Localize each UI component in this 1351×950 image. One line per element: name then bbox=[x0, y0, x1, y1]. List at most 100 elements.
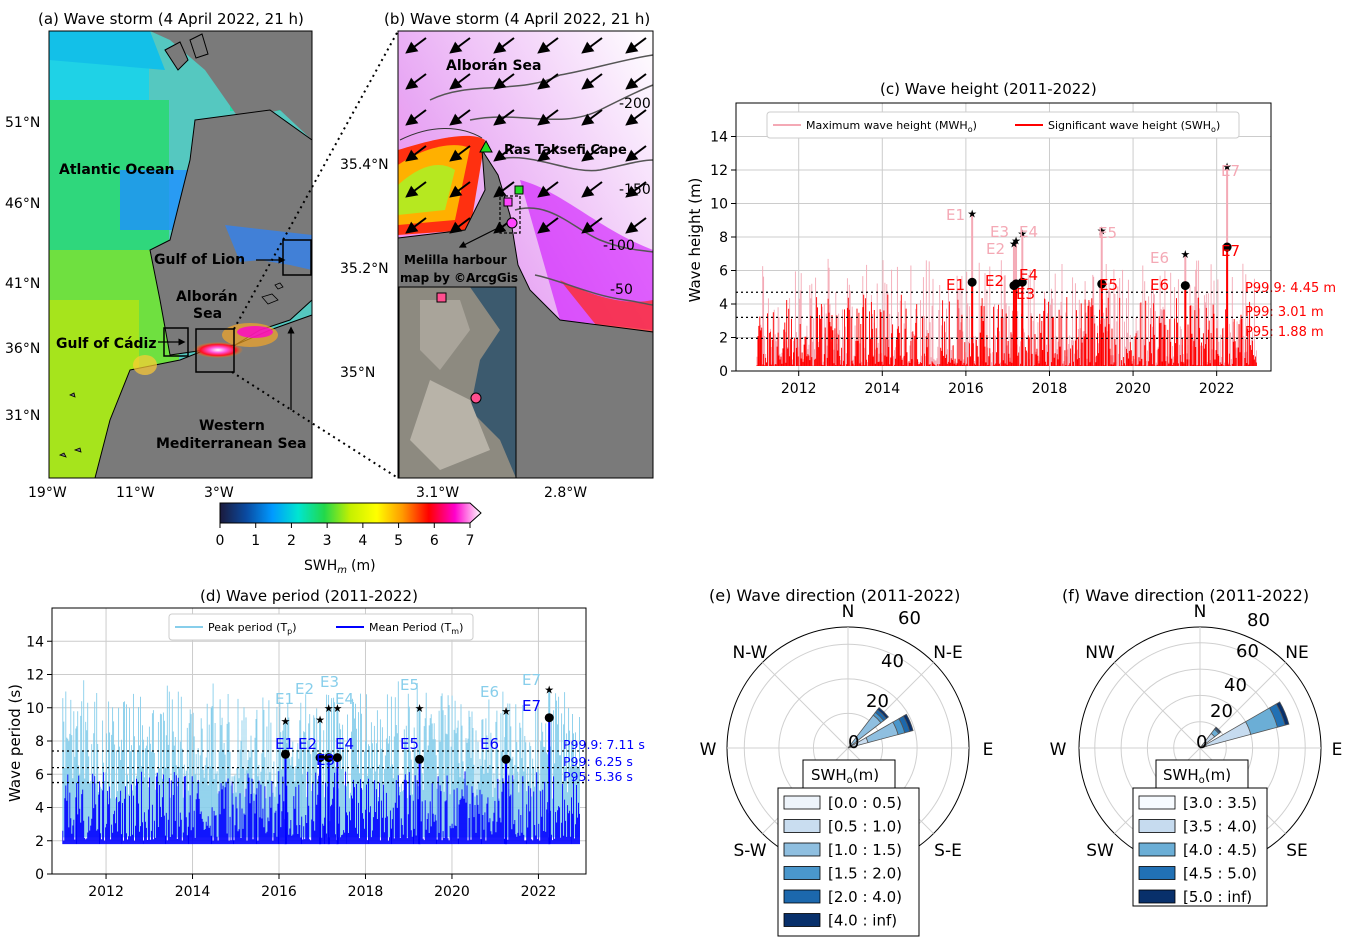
legend-label: [2.0 : 4.0) bbox=[828, 888, 902, 906]
event-dot bbox=[501, 754, 511, 764]
threshold-label: P99: 6.25 s bbox=[563, 754, 633, 769]
event-dot bbox=[280, 749, 290, 759]
legend-swatch bbox=[783, 913, 821, 927]
event-dot bbox=[315, 753, 325, 763]
map-b-lat-label: 35.2°N bbox=[340, 261, 389, 277]
x-tick-label: 2020 bbox=[1115, 381, 1151, 397]
colorbar-tick-label: 4 bbox=[358, 533, 367, 549]
label-gulf-of-lion: Gulf of Lion bbox=[154, 252, 245, 268]
y-tick-label: 2 bbox=[35, 834, 44, 850]
arrow-icon bbox=[537, 181, 559, 198]
arrow-icon bbox=[449, 145, 471, 162]
contour-150: -150 bbox=[619, 182, 651, 198]
legend-swatch bbox=[783, 866, 821, 880]
radial-tick-label: 80 bbox=[1247, 610, 1270, 631]
y-tick-label: 14 bbox=[26, 634, 44, 650]
arrow-icon bbox=[537, 217, 559, 234]
rose-segment bbox=[1214, 726, 1222, 734]
threshold-label: P99: 3.01 m bbox=[1245, 305, 1324, 320]
arrow-icon bbox=[581, 37, 603, 54]
contour-100: -100 bbox=[603, 238, 635, 254]
x-tick-label: 2012 bbox=[781, 381, 817, 397]
y-tick-label: 4 bbox=[35, 801, 44, 817]
arrow-icon bbox=[625, 145, 647, 162]
event-label-hi: E3 bbox=[320, 673, 339, 691]
chart-d: 2012 2014 2016 2018 2020 2022 0 2 4 6 8 10 12 14 P99.9… bbox=[26, 607, 645, 900]
arrow-icon bbox=[537, 145, 559, 162]
rose-segment bbox=[902, 713, 914, 732]
arrow-icon bbox=[625, 73, 647, 90]
contour-50: -50 bbox=[610, 282, 633, 298]
colorbar-tick-label: 7 bbox=[466, 533, 475, 549]
arrow-icon bbox=[537, 37, 559, 54]
event-label-hi: E7 bbox=[522, 671, 541, 689]
arrow-icon bbox=[581, 73, 603, 90]
legend-d-tm: Mean Period (Tm) bbox=[369, 621, 463, 636]
x-tick-label: 2012 bbox=[88, 884, 124, 900]
direction-label: N-E bbox=[933, 643, 963, 663]
arrow-icon bbox=[625, 217, 647, 234]
legend-label: [3.0 : 3.5) bbox=[1183, 794, 1257, 812]
colorbar-tick-label: 2 bbox=[287, 533, 296, 549]
x-tick-label: 2016 bbox=[948, 381, 984, 397]
map-a-lon-label: 3°W bbox=[204, 485, 234, 501]
panel-c: (c) Wave height (2011-2022) Wave height … bbox=[686, 80, 1336, 397]
arrow-icon bbox=[493, 145, 515, 162]
x-tick-label: 2018 bbox=[348, 884, 384, 900]
map-b-lat-label: 35.4°N bbox=[340, 157, 389, 173]
radial-tick-label: 20 bbox=[1210, 701, 1233, 722]
event-label-hi: E1 bbox=[275, 690, 294, 708]
y-tick-label: 4 bbox=[719, 297, 728, 313]
event-label-lo: E3 bbox=[1016, 285, 1035, 303]
event-label-lo: E4 bbox=[1019, 266, 1038, 284]
event-label-lo: E5 bbox=[400, 735, 419, 753]
event-star: ★ bbox=[332, 702, 342, 715]
event-dot bbox=[1017, 277, 1027, 287]
y-tick-label: 12 bbox=[710, 163, 728, 179]
legend-e-title: SWHo(m) bbox=[811, 766, 879, 786]
event-star: ★ bbox=[324, 702, 334, 715]
event-dot bbox=[324, 753, 334, 763]
event-label-lo: E7 bbox=[1221, 242, 1240, 260]
map-a-lat-label: 51°N bbox=[5, 115, 40, 131]
arrow-icon bbox=[537, 73, 559, 90]
arrow-icon bbox=[449, 73, 471, 90]
event-label-hi: E2 bbox=[986, 240, 1005, 258]
direction-label: W bbox=[1050, 740, 1067, 760]
event-star: ★ bbox=[1180, 248, 1190, 261]
legend-label: [4.0 : 4.5) bbox=[1183, 841, 1257, 859]
event-label-lo: E7 bbox=[522, 697, 541, 715]
radial-tick-label: 0 bbox=[1196, 732, 1207, 753]
y-tick-label: 8 bbox=[35, 734, 44, 750]
arrow-icon bbox=[537, 109, 559, 126]
direction-label: SW bbox=[1086, 841, 1114, 861]
legend-swatch bbox=[783, 842, 821, 857]
event-dot bbox=[1180, 281, 1190, 291]
arrow-icon bbox=[449, 37, 471, 54]
arrow-icon bbox=[493, 109, 515, 126]
colorbar-ticks: 0 1 2 3 4 5 6 7 bbox=[216, 523, 475, 549]
panel-d-ylabel: Wave period (s) bbox=[6, 684, 24, 802]
direction-label: E bbox=[983, 740, 994, 760]
label-gulf-of-cadiz: Gulf of Cádiz bbox=[56, 336, 157, 352]
map-a-lat-label: 31°N bbox=[5, 408, 40, 424]
legend-swatch bbox=[1138, 819, 1176, 833]
colorbar-tick-label: 3 bbox=[323, 533, 332, 549]
x-tick-label: 2018 bbox=[1032, 381, 1068, 397]
threshold-label: P99.9: 4.45 m bbox=[1245, 281, 1336, 296]
event-star: ★ bbox=[1222, 161, 1232, 174]
event-label-lo: E1 bbox=[946, 276, 965, 294]
event-label-hi: E1 bbox=[946, 206, 965, 224]
map-a-lon-ticks: 19°W 11°W 3°W bbox=[28, 485, 234, 501]
legend-c: Maximum wave height (MWHo) Significant w… bbox=[766, 111, 1240, 139]
direction-label: N-W bbox=[733, 643, 768, 663]
arrow-icon bbox=[405, 145, 427, 162]
legend-label: [4.0 : inf) bbox=[828, 912, 897, 930]
arrow-icon bbox=[493, 181, 515, 198]
map-b-lon-label: 3.1°W bbox=[416, 485, 459, 501]
event-label-hi: E3 bbox=[990, 223, 1009, 241]
rose-segment bbox=[1275, 701, 1290, 726]
panel-e-title: (e) Wave direction (2011-2022) bbox=[709, 586, 960, 605]
event-label-hi: E7 bbox=[1221, 162, 1240, 180]
series-chart-d-1 bbox=[62, 771, 580, 845]
